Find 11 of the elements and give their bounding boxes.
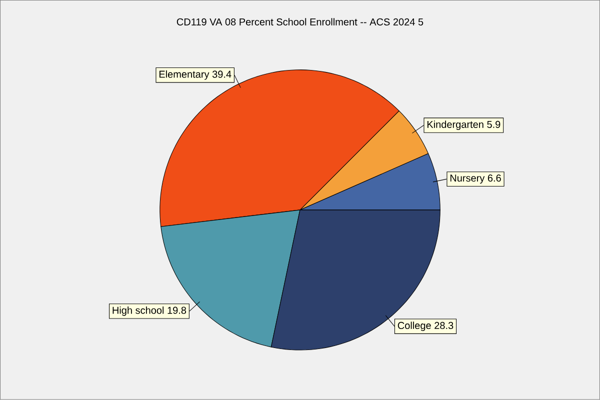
data-label: 28.3 xyxy=(434,322,454,330)
data-label: 39.4 xyxy=(212,70,232,78)
data-label: 6.6 xyxy=(488,174,501,182)
data-label: 5.9 xyxy=(487,120,500,128)
slice-label: College xyxy=(398,322,431,332)
slice-label: Kindergarten xyxy=(427,120,484,130)
chart-title: CD119 VA 08 Percent School Enrollment -- ACS 2024 5 xyxy=(176,18,424,26)
slice-label: Elementary xyxy=(159,70,210,80)
slice-label: Nursery xyxy=(450,174,485,184)
slice-label: High school xyxy=(112,306,164,316)
data-label: 19.8 xyxy=(168,306,186,314)
